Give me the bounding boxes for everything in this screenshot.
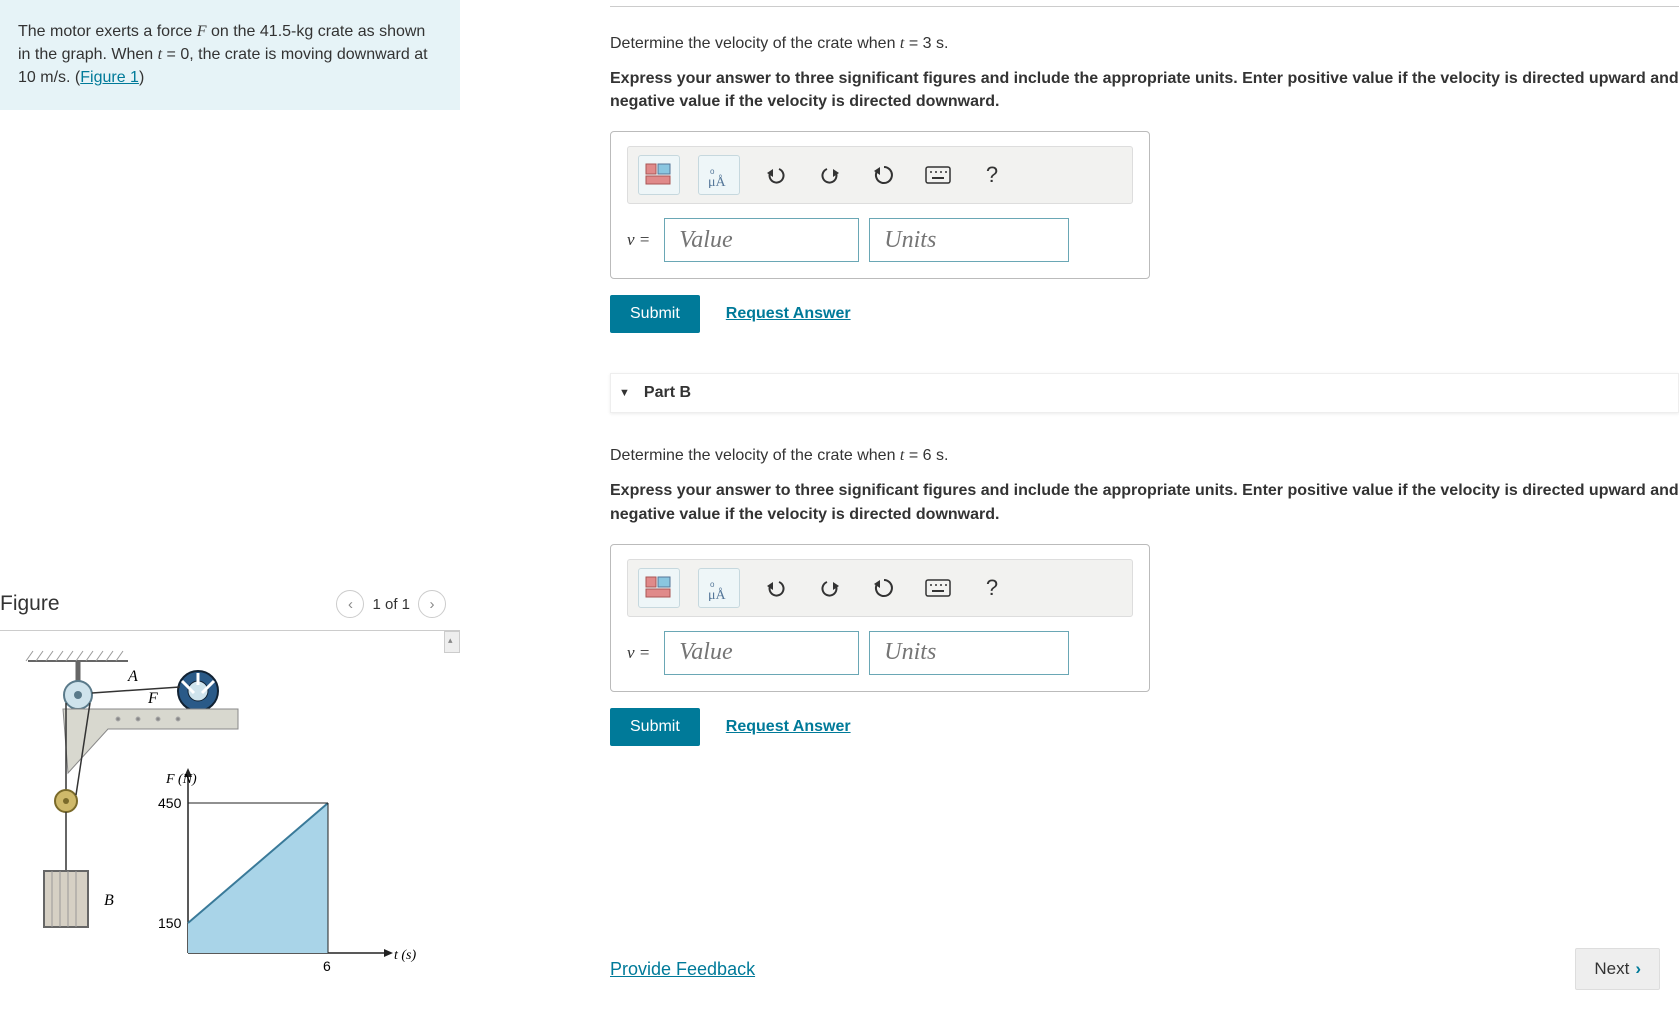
- next-button[interactable]: Next ›: [1575, 948, 1660, 990]
- figure-nav-count: 1 of 1: [372, 596, 410, 613]
- part-b-request-answer-link[interactable]: Request Answer: [726, 718, 851, 736]
- problem-statement: The motor exerts a force F on the 41.5-k…: [0, 0, 460, 110]
- chevron-right-icon: ›: [1635, 959, 1641, 979]
- var-F: F: [197, 23, 207, 40]
- part-a-answer-box: oμÅ ? v =: [610, 131, 1150, 279]
- part-a-toolbar: oμÅ ?: [627, 146, 1133, 204]
- figure-body: A F: [0, 630, 460, 1010]
- redo-icon[interactable]: [812, 571, 848, 605]
- figure-header: Figure ‹ 1 of 1 ›: [0, 590, 460, 630]
- problem-text-post: ): [139, 69, 144, 86]
- figure-title: Figure: [0, 592, 60, 616]
- units-icon[interactable]: oμÅ: [698, 568, 740, 608]
- left-pane: The motor exerts a force F on the 41.5-k…: [0, 0, 460, 110]
- part-a-header[interactable]: ▼ Part A: [610, 0, 1679, 7]
- graph-ylabel: F (N): [165, 772, 197, 787]
- figure-next-button[interactable]: ›: [418, 590, 446, 618]
- templates-icon[interactable]: [638, 155, 680, 195]
- footer-row: Provide Feedback Next ›: [610, 948, 1660, 990]
- part-a-input-row: v =: [627, 218, 1133, 262]
- figure-diagram: A F: [8, 643, 428, 993]
- part-a-question: Determine the velocity of the crate when…: [610, 35, 1679, 53]
- part-a-body: Determine the velocity of the crate when…: [610, 7, 1679, 333]
- part-b-submit-button[interactable]: Submit: [610, 708, 700, 746]
- label-B: B: [104, 892, 114, 909]
- graph-xmax: 6: [323, 958, 331, 974]
- part-a-units-input[interactable]: [869, 218, 1069, 262]
- part-b-answer-box: oμÅ ? v =: [610, 544, 1150, 692]
- part-b-input-row: v =: [627, 631, 1133, 675]
- keyboard-icon[interactable]: [920, 571, 956, 605]
- reset-icon[interactable]: [866, 571, 902, 605]
- part-a-actions: Submit Request Answer: [610, 295, 1679, 333]
- part-b-value-input[interactable]: [664, 631, 859, 675]
- collapse-icon: ▼: [619, 387, 630, 399]
- part-b-label: Part B: [644, 384, 691, 402]
- svg-text:μÅ: μÅ: [708, 174, 727, 188]
- graph-ymax: 450: [158, 795, 182, 811]
- part-b-var-label: v =: [627, 643, 654, 663]
- redo-icon[interactable]: [812, 158, 848, 192]
- part-a-value-input[interactable]: [664, 218, 859, 262]
- figure-scroll-up[interactable]: [444, 631, 460, 653]
- templates-icon[interactable]: [638, 568, 680, 608]
- provide-feedback-link[interactable]: Provide Feedback: [610, 959, 755, 980]
- graph-xlabel: t (s): [394, 948, 417, 963]
- part-b-actions: Submit Request Answer: [610, 708, 1679, 746]
- svg-text:μÅ: μÅ: [708, 587, 727, 601]
- part-b-units-input[interactable]: [869, 631, 1069, 675]
- undo-icon[interactable]: [758, 571, 794, 605]
- part-b-toolbar: oμÅ ?: [627, 559, 1133, 617]
- part-b-header[interactable]: ▼ Part B: [610, 373, 1679, 413]
- part-a-var-label: v =: [627, 230, 654, 250]
- next-label: Next: [1594, 959, 1629, 979]
- keyboard-icon[interactable]: [920, 158, 956, 192]
- help-icon[interactable]: ?: [974, 571, 1010, 605]
- part-b-body: Determine the velocity of the crate when…: [610, 419, 1679, 745]
- figure-prev-button[interactable]: ‹: [336, 590, 364, 618]
- label-A: A: [127, 668, 138, 685]
- reset-icon[interactable]: [866, 158, 902, 192]
- part-a-label: Part A: [635, 0, 682, 2]
- right-pane: ▼ Part A Determine the velocity of the c…: [610, 0, 1679, 786]
- part-b-question: Determine the velocity of the crate when…: [610, 447, 1679, 465]
- label-F: F: [147, 690, 158, 707]
- part-a-instructions: Express your answer to three significant…: [610, 67, 1679, 113]
- problem-text-pre: The motor exerts a force: [18, 23, 197, 40]
- help-icon[interactable]: ?: [974, 158, 1010, 192]
- figure-link[interactable]: Figure 1: [80, 69, 139, 86]
- figure-nav: ‹ 1 of 1 ›: [336, 590, 446, 618]
- figure-section: Figure ‹ 1 of 1 ›: [0, 590, 460, 1010]
- undo-icon[interactable]: [758, 158, 794, 192]
- part-a-submit-button[interactable]: Submit: [610, 295, 700, 333]
- graph-ymin: 150: [158, 915, 182, 931]
- part-b-instructions: Express your answer to three significant…: [610, 479, 1679, 525]
- part-a-request-answer-link[interactable]: Request Answer: [726, 305, 851, 323]
- units-icon[interactable]: oμÅ: [698, 155, 740, 195]
